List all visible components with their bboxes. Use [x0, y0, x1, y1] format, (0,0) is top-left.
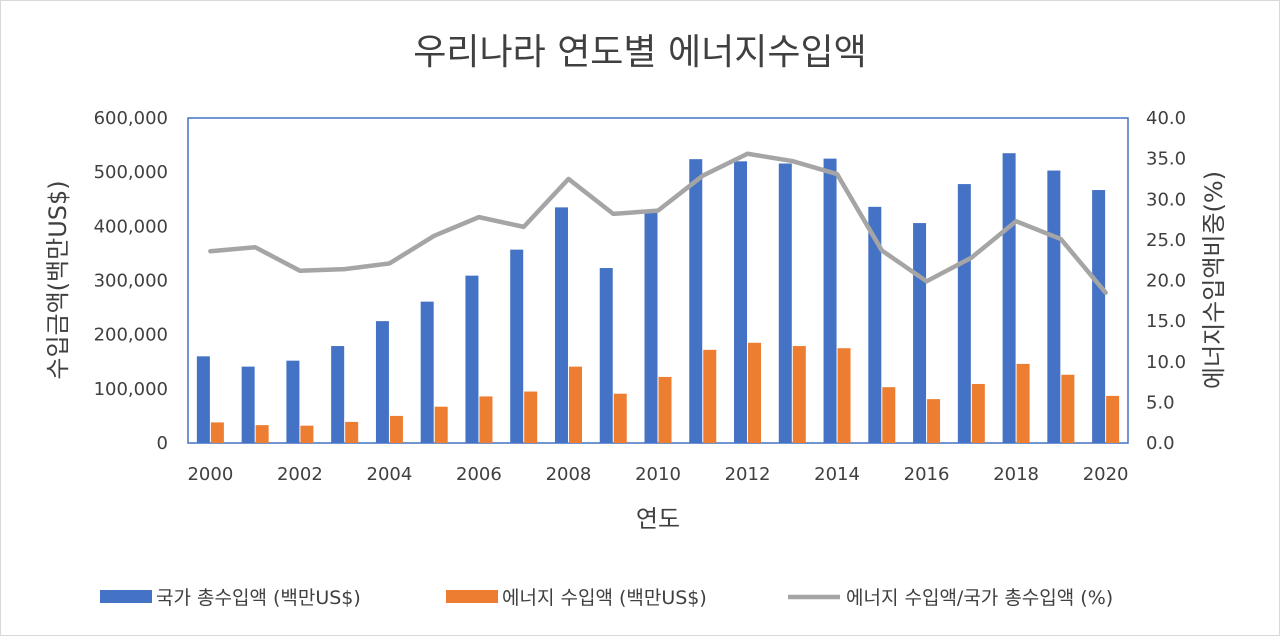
legend-label-energy-imports: 에너지 수입액 (백만US$)	[502, 587, 707, 609]
bar-energy-imports-2003	[345, 421, 359, 444]
bar-total-imports-2003	[331, 346, 345, 443]
x-tick-label: 2004	[367, 464, 413, 485]
bar-energy-imports-2009	[613, 393, 627, 443]
x-tick-label: 2018	[993, 464, 1039, 485]
x-tick-label: 2000	[187, 464, 233, 485]
bar-energy-imports-2013	[792, 346, 806, 443]
x-tick-label: 2016	[904, 464, 950, 485]
bar-energy-imports-2010	[658, 376, 672, 443]
y2-tick-label: 25.0	[1146, 230, 1186, 251]
bar-energy-imports-2000	[210, 422, 224, 443]
bar-energy-imports-2018	[1016, 363, 1030, 443]
bar-total-imports-2016	[913, 223, 927, 443]
x-axis-ticks: 2000 2002 2004 2006 2008 2010 2012 2014 2016 2018…	[187, 464, 1128, 485]
y2-tick-label: 10.0	[1146, 352, 1186, 373]
bar-total-imports-2000	[196, 356, 210, 443]
ratio-line-group	[208, 151, 1108, 295]
legend: 국가 총수입액 (백만US$) 에너지 수입액 (백만US$) 에너지 수입액/…	[100, 587, 1113, 609]
bar-total-imports-2010	[644, 212, 658, 443]
y-tick-label: 200,000	[94, 325, 168, 346]
y-tick-label: 500,000	[94, 162, 168, 183]
y2-tick-label: 0.0	[1146, 433, 1175, 454]
bar-total-imports-2002	[286, 360, 300, 443]
bar-total-imports-2012	[734, 161, 748, 443]
bar-total-imports-2015	[868, 206, 882, 443]
y-tick-label: 300,000	[94, 271, 168, 292]
bar-energy-imports-2006	[479, 396, 493, 443]
bar-energy-imports-2007	[524, 391, 538, 443]
left-axis-ticks: 0 100,000 200,000 300,000 400,000 500,000 600,…	[94, 108, 168, 454]
legend-swatch-total-imports	[100, 590, 152, 603]
y-tick-label: 0	[157, 433, 168, 454]
bar-energy-imports-2008	[568, 366, 582, 444]
ratio-line	[208, 151, 1108, 295]
bars-group	[196, 153, 1120, 444]
bar-total-imports-2005	[420, 301, 434, 444]
bar-energy-imports-2014	[837, 348, 851, 443]
x-tick-label: 2012	[725, 464, 771, 485]
bar-energy-imports-2004	[389, 415, 403, 443]
y2-tick-label: 15.0	[1146, 311, 1186, 332]
bar-total-imports-2004	[375, 321, 389, 444]
bar-energy-imports-2020	[1106, 395, 1120, 444]
y2-tick-label: 40.0	[1146, 108, 1186, 129]
bar-energy-imports-2002	[300, 425, 314, 443]
bar-total-imports-2009	[599, 268, 613, 443]
x-tick-label: 2002	[277, 464, 323, 485]
right-axis-ticks: 0.0 5.0 10.0 15.0 20.0 25.0 30.0 35.0 40.0	[1146, 108, 1186, 454]
x-tick-label: 2008	[546, 464, 592, 485]
x-tick-label: 2006	[456, 464, 502, 485]
bar-energy-imports-2017	[971, 383, 985, 443]
bar-total-imports-2006	[465, 275, 479, 444]
bar-energy-imports-2012	[748, 342, 762, 443]
bar-total-imports-2020	[1092, 190, 1106, 443]
y2-tick-label: 30.0	[1146, 189, 1186, 210]
x-tick-label: 2010	[635, 464, 681, 485]
bar-energy-imports-2011	[703, 349, 717, 443]
x-tick-label: 2014	[814, 464, 860, 485]
plot-area-border	[187, 117, 1129, 444]
y-tick-label: 400,000	[94, 216, 168, 237]
bar-energy-imports-2016	[927, 399, 941, 444]
bar-total-imports-2011	[689, 159, 703, 444]
y2-axis-title: 에너지수입액비중(%)	[1200, 171, 1228, 389]
y-tick-label: 600,000	[94, 108, 168, 129]
y2-tick-label: 20.0	[1146, 271, 1186, 292]
bar-energy-imports-2019	[1061, 374, 1075, 443]
y-tick-label: 100,000	[94, 379, 168, 400]
bar-total-imports-2019	[1047, 170, 1061, 444]
bar-energy-imports-2005	[434, 406, 448, 443]
y2-tick-label: 35.0	[1146, 149, 1186, 170]
bar-total-imports-2014	[823, 158, 837, 444]
legend-swatch-energy-imports	[446, 590, 498, 603]
chart-title: 우리나라 연도별 에너지수입액	[413, 32, 866, 73]
y-axis-title: 수입금액(백만US$)	[44, 180, 72, 379]
bar-total-imports-2013	[778, 163, 792, 443]
legend-label-total-imports: 국가 총수입액 (백만US$)	[156, 587, 361, 609]
bar-total-imports-2018	[1002, 153, 1016, 443]
legend-label-ratio: 에너지 수입액/국가 총수입액 (%)	[846, 587, 1113, 609]
bar-energy-imports-2001	[255, 425, 269, 444]
y2-tick-label: 5.0	[1146, 392, 1175, 413]
bar-total-imports-2001	[241, 366, 255, 444]
bar-total-imports-2008	[554, 207, 568, 444]
bar-total-imports-2007	[510, 249, 524, 444]
x-tick-label: 2020	[1083, 464, 1129, 485]
x-axis-title: 연도	[636, 505, 680, 533]
bar-energy-imports-2015	[882, 387, 896, 443]
bar-total-imports-2017	[957, 184, 971, 443]
